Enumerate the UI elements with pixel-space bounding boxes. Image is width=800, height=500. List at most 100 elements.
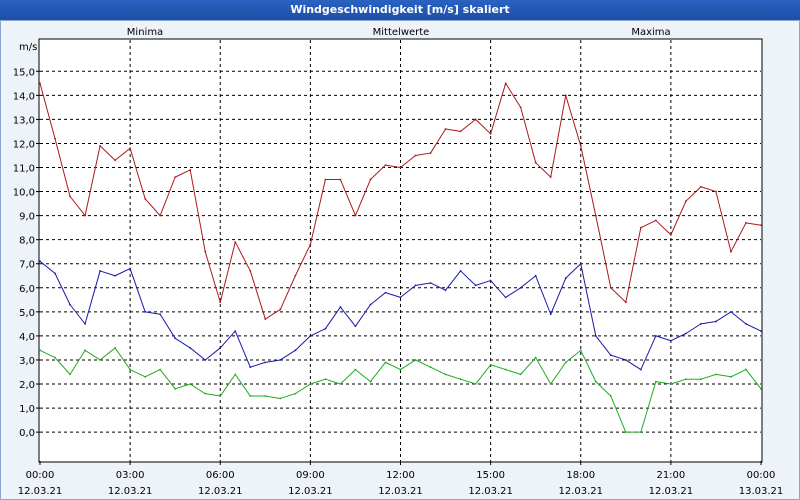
y-axis-unit: m/s xyxy=(19,42,37,53)
data-point-minima xyxy=(324,378,327,381)
data-point-minima xyxy=(159,368,162,371)
x-axis: 00:00 12.03.21 03:00 12.03.21 06:00 12.03.21 0… xyxy=(18,461,784,497)
data-point-maxima xyxy=(384,164,387,166)
data-point-maxima xyxy=(189,169,192,171)
data-point-mittelwerte xyxy=(354,325,357,328)
data-point-mittelwerte xyxy=(144,310,147,313)
data-point-maxima xyxy=(444,128,447,130)
data-point-minima xyxy=(549,383,552,385)
y-tick-label: 0,0 xyxy=(19,428,35,439)
data-point-minima xyxy=(69,373,71,376)
data-point-minima xyxy=(444,373,447,376)
data-point-mittelwerte xyxy=(219,347,222,349)
data-point-minima xyxy=(84,349,86,352)
y-tick-label: 14,0 xyxy=(13,91,35,102)
data-point-maxima xyxy=(745,221,747,224)
data-point-maxima xyxy=(39,82,41,85)
data-point-minima xyxy=(579,349,582,352)
data-point-minima xyxy=(54,356,56,359)
data-point-mittelwerte xyxy=(715,320,717,323)
data-point-mittelwerte xyxy=(264,361,267,364)
data-point-mittelwerte xyxy=(760,330,762,332)
y-tick-label: 7,0 xyxy=(19,260,35,271)
data-point-mittelwerte xyxy=(54,272,56,275)
data-point-maxima xyxy=(549,176,552,179)
data-point-maxima xyxy=(700,185,702,188)
y-tick-label: 9,0 xyxy=(19,212,35,223)
data-point-minima xyxy=(144,375,147,378)
x-tick-time: 18:00 xyxy=(566,470,595,481)
data-point-minima xyxy=(489,363,492,366)
data-point-minima xyxy=(174,387,177,390)
data-point-maxima xyxy=(129,147,132,150)
data-point-minima xyxy=(309,383,312,385)
data-point-minima xyxy=(219,395,222,397)
data-point-minima xyxy=(519,373,522,376)
data-point-maxima xyxy=(609,286,612,289)
x-tick-date: 13.03.21 xyxy=(739,486,784,497)
data-point-maxima xyxy=(219,301,222,304)
data-point-mittelwerte xyxy=(579,262,582,265)
data-point-mittelwerte xyxy=(444,289,447,292)
data-point-mittelwerte xyxy=(234,330,237,332)
data-point-minima xyxy=(609,395,612,397)
x-tick-date: 12.03.21 xyxy=(198,486,243,497)
data-point-maxima xyxy=(669,233,672,236)
x-tick-time: 15:00 xyxy=(476,470,505,481)
data-point-mittelwerte xyxy=(459,270,462,272)
data-point-minima xyxy=(279,397,282,400)
y-tick-label: 15,0 xyxy=(13,67,35,78)
data-point-maxima xyxy=(730,250,732,253)
x-tick-time: 21:00 xyxy=(656,470,685,481)
data-point-minima xyxy=(264,395,267,397)
data-point-maxima xyxy=(624,301,627,304)
data-point-minima xyxy=(354,368,357,371)
data-point-mittelwerte xyxy=(279,359,282,361)
data-point-maxima xyxy=(504,82,507,85)
data-point-maxima xyxy=(204,250,207,253)
y-tick-label: 3,0 xyxy=(19,356,35,367)
data-point-maxima xyxy=(144,197,147,200)
data-point-mittelwerte xyxy=(669,339,672,342)
data-point-minima xyxy=(429,366,432,369)
data-point-maxima xyxy=(114,159,117,162)
y-tick-label: 1,0 xyxy=(19,404,35,415)
data-point-mittelwerte xyxy=(504,296,507,299)
data-point-maxima xyxy=(309,243,312,246)
data-point-mittelwerte xyxy=(639,368,642,371)
data-point-maxima xyxy=(174,176,177,179)
data-point-minima xyxy=(294,392,297,395)
data-point-minima xyxy=(654,380,657,383)
chart-title: Windgeschwindigkeit [m/s] skaliert xyxy=(0,0,800,20)
data-point-mittelwerte xyxy=(700,322,702,325)
data-point-mittelwerte xyxy=(69,303,71,306)
data-point-mittelwerte xyxy=(324,327,327,330)
legend-minima: Minima xyxy=(127,27,163,38)
data-point-mittelwerte xyxy=(384,291,387,294)
data-point-mittelwerte xyxy=(39,260,41,263)
x-tick-time: 06:00 xyxy=(206,470,235,481)
y-tick-label: 2,0 xyxy=(19,380,35,391)
data-point-maxima xyxy=(369,178,372,181)
data-point-minima xyxy=(459,378,462,381)
data-point-mittelwerte xyxy=(84,322,86,325)
legend-mittelwerte: Mittelwerte xyxy=(373,27,430,38)
y-tick-label: 12,0 xyxy=(13,139,35,150)
data-point-mittelwerte xyxy=(549,313,552,316)
x-tick-date: 12.03.21 xyxy=(649,486,694,497)
data-point-maxima xyxy=(534,161,537,164)
data-point-mittelwerte xyxy=(474,284,477,287)
y-tick-label: 4,0 xyxy=(19,332,35,343)
data-point-mittelwerte xyxy=(189,347,192,349)
x-tick-time: 12:00 xyxy=(386,470,415,481)
data-point-maxima xyxy=(294,274,297,277)
x-tick-date: 12.03.21 xyxy=(288,486,333,497)
data-point-maxima xyxy=(84,214,86,217)
data-point-maxima xyxy=(474,118,477,121)
data-point-minima xyxy=(715,373,717,376)
x-tick-time: 03:00 xyxy=(116,470,145,481)
data-point-mittelwerte xyxy=(489,279,492,282)
data-point-maxima xyxy=(324,178,327,181)
data-point-maxima xyxy=(684,200,687,203)
data-point-minima xyxy=(564,361,567,364)
